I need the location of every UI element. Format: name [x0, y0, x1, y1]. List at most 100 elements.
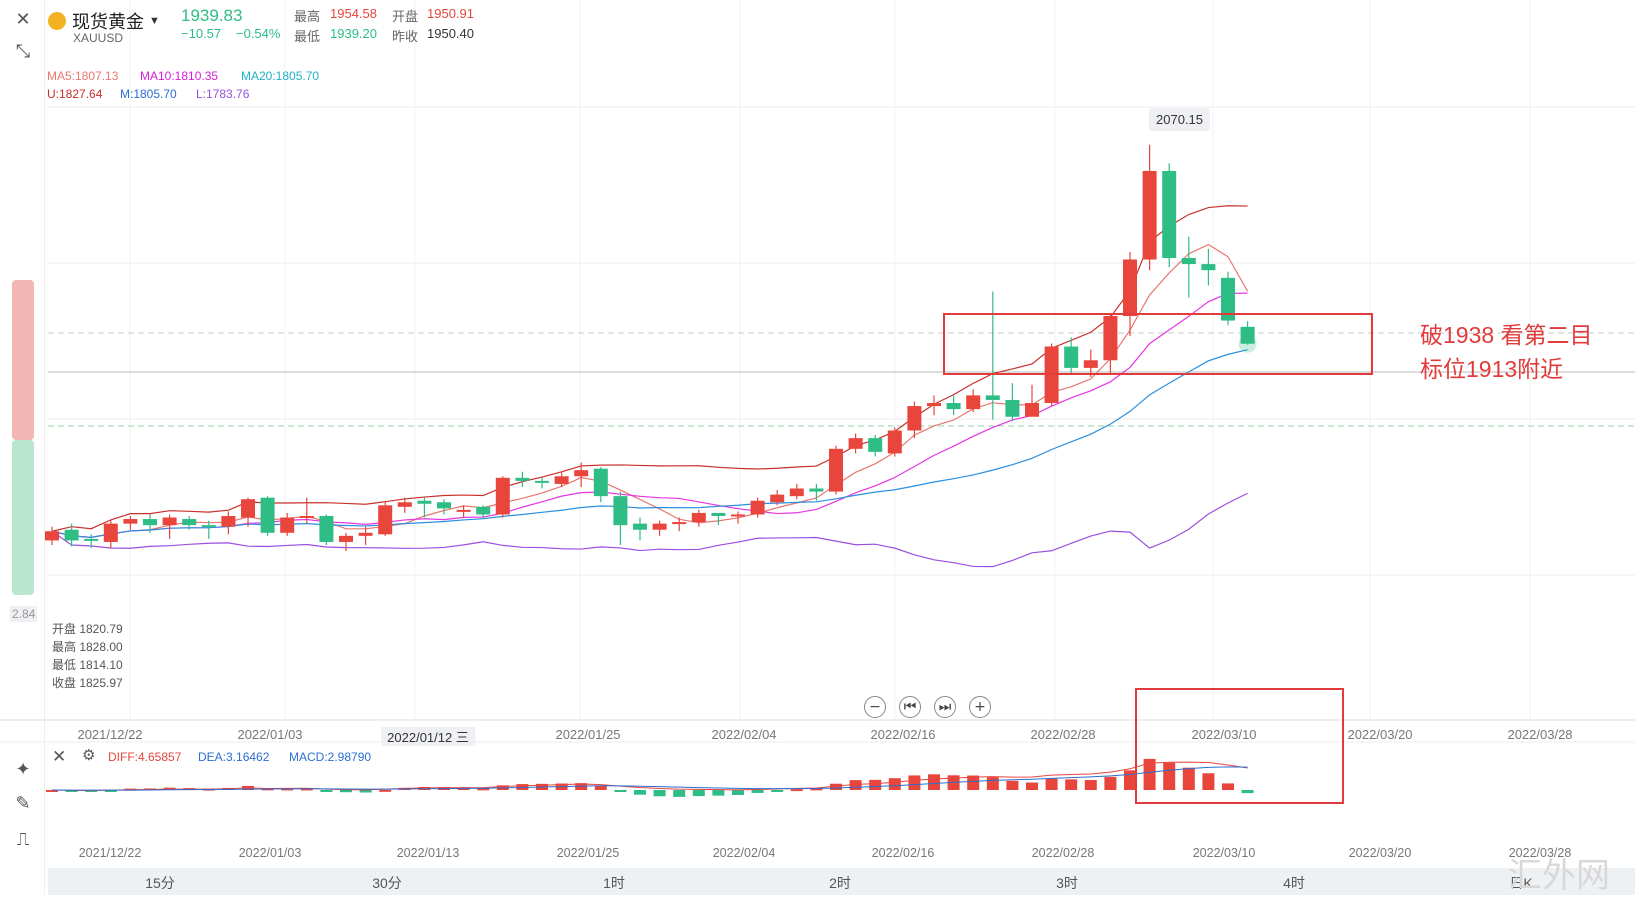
- macd-value: MACD:2.98790: [289, 750, 372, 764]
- macd-bar: [653, 790, 666, 797]
- instrument-name: 现货黄金: [72, 12, 144, 32]
- candle-body: [339, 535, 353, 542]
- macd-bar: [1222, 783, 1234, 790]
- macd-bar: [888, 778, 901, 790]
- zoom-out-button[interactable]: −: [864, 696, 886, 718]
- macd-bar: [65, 790, 78, 792]
- period-button[interactable]: 2时: [829, 875, 851, 891]
- candle-body: [476, 506, 491, 515]
- ohlc-open: 开盘 1820.79: [52, 622, 123, 636]
- candle-body: [966, 395, 981, 410]
- pen-icon[interactable]: ✎: [15, 792, 31, 814]
- candle-body: [633, 523, 647, 530]
- x-axis-label: 2022/02/04: [711, 727, 777, 742]
- period-button[interactable]: 1时: [603, 875, 625, 891]
- macd-bar: [771, 790, 784, 792]
- macd-bar: [614, 790, 627, 792]
- macd-bar: [379, 789, 392, 792]
- macd-bar: [712, 790, 725, 796]
- candle-body: [613, 496, 628, 526]
- macd-x-axis-label: 2022/03/28: [1508, 846, 1572, 860]
- period-button[interactable]: 15分: [145, 875, 175, 891]
- candle-body: [731, 514, 745, 517]
- macd-bar: [810, 788, 823, 791]
- prev-value: 1950.40: [427, 26, 474, 41]
- price-change: −10.57: [181, 26, 222, 41]
- candle-body: [1103, 315, 1118, 361]
- ma10-line: [51, 292, 1248, 538]
- annotation-box-macd: [1135, 688, 1344, 804]
- ohlc-panel: 开盘 1820.79 最高 1828.00 最低 1814.10 收盘 1825…: [52, 620, 123, 692]
- macd-close-icon[interactable]: ✕: [52, 747, 67, 766]
- period-button[interactable]: 日K: [1509, 875, 1533, 891]
- annotation-line-1: 破1938 看第二目: [1420, 322, 1593, 348]
- collapse-icon[interactable]: ⤡: [15, 40, 31, 62]
- macd-bar: [1143, 758, 1156, 790]
- ma5-legend: MA5:1807.13: [47, 69, 119, 83]
- candle-body: [515, 477, 530, 481]
- macd-bar: [281, 788, 294, 791]
- price-range-up-bar: [12, 280, 34, 440]
- candle-body: [829, 448, 843, 492]
- macd-bar: [1006, 780, 1019, 790]
- crosshair-icon[interactable]: ✦: [15, 758, 31, 780]
- macd-bar: [320, 790, 333, 792]
- candle-body: [535, 480, 549, 483]
- macd-bar: [830, 783, 842, 790]
- macd-bar: [1065, 779, 1078, 790]
- candle-body: [417, 500, 432, 504]
- grid: [0, 0, 1635, 743]
- boll-lower-line: [51, 492, 1248, 568]
- period-button[interactable]: 3时: [1056, 875, 1078, 891]
- macd-bar: [46, 790, 58, 792]
- candle-body: [711, 512, 726, 516]
- ohlc-low: 最低 1814.10: [52, 658, 123, 672]
- annotation-box-price: [943, 313, 1373, 375]
- x-axis-label: 2022/03/20: [1347, 727, 1413, 742]
- candle-body: [437, 502, 451, 509]
- chevron-down-icon[interactable]: ▼: [149, 15, 160, 27]
- macd-x-axis-label: 2022/02/16: [871, 846, 935, 860]
- low-value: 1939.20: [330, 26, 377, 41]
- jump-end-icon[interactable]: ⏭: [934, 696, 956, 718]
- candle-body: [221, 515, 236, 527]
- price-tag: 2.84: [10, 606, 38, 622]
- x-axis-label: 2022/03/28: [1507, 727, 1573, 742]
- candle-body: [1181, 257, 1196, 265]
- x-axis-label: 2022/02/16: [870, 727, 936, 742]
- period-button[interactable]: 4时: [1283, 875, 1305, 891]
- x-axis-label: 2022/03/10: [1191, 727, 1257, 742]
- candle-body: [672, 522, 687, 525]
- candle-body: [162, 517, 177, 526]
- candle-body: [397, 502, 412, 507]
- candle-body: [1201, 264, 1216, 271]
- candles: [45, 144, 1257, 552]
- close-icon[interactable]: ✕: [15, 8, 31, 30]
- candle-body: [45, 531, 59, 541]
- instrument-header[interactable]: 现货黄金 ▼: [48, 8, 160, 34]
- candle-body: [378, 505, 393, 535]
- candle-body: [201, 525, 216, 528]
- candle-body: [64, 529, 79, 541]
- jump-start-icon[interactable]: ⏮: [899, 696, 921, 718]
- open-label: 开盘: [392, 9, 419, 24]
- candle-body: [299, 515, 314, 518]
- settings-icon[interactable]: ⚙: [82, 747, 96, 764]
- candle-body: [907, 406, 922, 431]
- macd-x-axis-label: 2022/03/10: [1192, 846, 1256, 860]
- macd-diff: DIFF:4.65857: [108, 750, 182, 764]
- ma20-line: [51, 349, 1248, 538]
- x-axis-label: 2022/02/28: [1030, 727, 1096, 742]
- period-button[interactable]: 30分: [372, 875, 402, 891]
- macd-bar: [1045, 778, 1058, 790]
- x-axis-label: 2021/12/22: [77, 727, 143, 742]
- zoom-in-button[interactable]: +: [969, 696, 991, 718]
- macd-bar: [340, 790, 352, 793]
- candle-body: [84, 538, 99, 541]
- open-value: 1950.91: [427, 6, 474, 21]
- indicator-lines: [51, 205, 1249, 568]
- high-label: 最高: [294, 9, 321, 24]
- line-tool-icon[interactable]: ⎍: [16, 828, 30, 850]
- macd-bar: [928, 774, 940, 790]
